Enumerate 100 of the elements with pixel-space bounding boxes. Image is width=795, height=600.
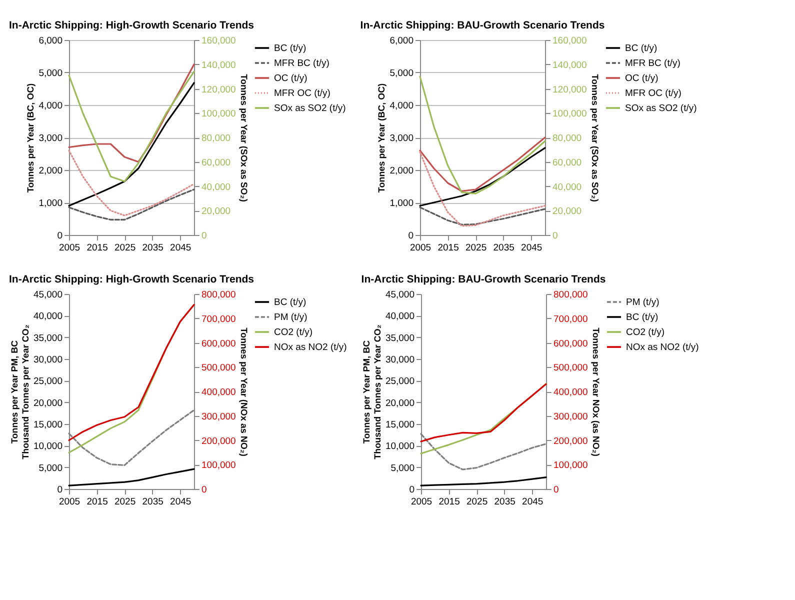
y-axis-title: Tonnes per Year (BC, OC): [26, 83, 36, 193]
y2-tick-label: 500,000: [554, 362, 588, 374]
x-tick-label: 2025: [465, 242, 487, 254]
y2-tick-label: 60,000: [552, 157, 582, 168]
y-tick-label: 3,000: [390, 133, 414, 144]
y2-tick-label: 800,000: [554, 290, 588, 300]
legend-label: NOx as NO2 (t/y): [626, 342, 699, 353]
y-tick-label: 2,000: [38, 166, 62, 176]
y2-tick-label: 100,000: [554, 460, 588, 472]
x-tick-label: 2035: [494, 496, 516, 508]
legend-label: BC (t/y): [274, 43, 306, 54]
y-tick-label: 5,000: [390, 68, 414, 79]
y-tick-label: 1,000: [38, 198, 62, 209]
y2-tick-label: 100,000: [202, 460, 236, 472]
y2-tick-label: 0: [202, 484, 207, 496]
legend-label: OC (t/y): [625, 73, 658, 84]
y2-tick-label: 400,000: [202, 387, 236, 398]
x-tick-label: 2035: [142, 496, 164, 508]
y-tick-label: 0: [409, 484, 414, 496]
line-series: [419, 136, 546, 192]
y-tick-label: 40,000: [33, 311, 62, 322]
y-tick-label: 10,000: [385, 441, 414, 452]
y2-tick-label: 0: [202, 230, 207, 242]
x-tick-label: 2005: [410, 496, 432, 508]
line-series: [419, 206, 546, 226]
line-series: [68, 188, 195, 221]
legend-label: CO2 (t/y): [626, 327, 665, 338]
y2-tick-label: 400,000: [554, 387, 588, 398]
line-series: [68, 64, 195, 163]
y2-axis-title: Tonnes per Year NOx (as NO₂): [590, 328, 601, 456]
y2-tick-label: 160,000: [202, 36, 236, 46]
y-tick-label: 25,000: [385, 376, 414, 388]
x-tick-label: 2005: [58, 242, 80, 254]
line-series: [68, 70, 195, 182]
y2-tick-label: 300,000: [554, 411, 588, 422]
y-tick-label: 15,000: [33, 420, 62, 430]
y-tick-label: 35,000: [385, 332, 414, 344]
y-tick-label: 0: [408, 230, 414, 242]
y2-tick-label: 160,000: [552, 36, 587, 46]
x-tick-label: 2045: [522, 496, 544, 508]
y2-axis-title: Tonnes per Year (SOx as SO₂): [590, 74, 600, 202]
line-series: [419, 151, 546, 227]
legend-label: SOx as SO2 (t/y): [274, 103, 346, 114]
legend-label: NOx as NO2 (t/y): [274, 342, 347, 353]
y2-tick-label: 500,000: [202, 362, 236, 374]
legend-label: CO2 (t/y): [274, 327, 313, 338]
y-axis-title: Tonnes per Year (BC, OC): [376, 83, 387, 193]
chart-title: In-Arctic Shipping: High-Growth Scenario Trends: [8, 274, 254, 286]
y2-axis-title: Tonnes per Year (NOx as NO₂): [238, 328, 249, 456]
x-tick-label: 2005: [410, 242, 432, 254]
y2-tick-label: 100,000: [202, 108, 236, 120]
y2-tick-label: 140,000: [552, 60, 587, 71]
x-tick-label: 2015: [438, 496, 460, 508]
legend-label: MFR BC (t/y): [274, 58, 330, 69]
legend-label: BC (t/y): [626, 312, 658, 323]
chart-title: In-Arctic Shipping: BAU-Growth Scenario Trends: [360, 20, 605, 32]
y-tick-label: 5,000: [38, 68, 62, 79]
y2-tick-label: 100,000: [552, 108, 587, 120]
y2-tick-label: 20,000: [552, 206, 582, 218]
line-series: [419, 76, 546, 194]
legend-label: BC (t/y): [274, 297, 306, 308]
y-tick-label: 30,000: [33, 354, 62, 366]
y-tick-label: 40,000: [385, 311, 414, 322]
line-series: [420, 383, 547, 442]
y-axis-title: Tonnes per Year PM, BC Thousand Tonnes per Year CO₂: [361, 324, 382, 460]
y2-tick-label: 200,000: [202, 436, 236, 447]
legend-label: MFR BC (t/y): [625, 58, 680, 69]
y-tick-label: 6,000: [38, 36, 62, 46]
y-tick-label: 5,000: [390, 462, 414, 474]
y2-tick-label: 200,000: [554, 436, 588, 447]
line-series: [419, 147, 546, 207]
y2-tick-label: 20,000: [202, 206, 231, 218]
y-tick-label: 10,000: [33, 441, 62, 452]
legend-label: MFR OC (t/y): [625, 88, 682, 99]
y-tick-label: 15,000: [385, 420, 414, 430]
y-tick-label: 0: [57, 230, 62, 242]
legend-label: PM (t/y): [626, 297, 660, 308]
chart-title: In-Arctic Shipping: BAU-Growth Scenario Trends: [361, 274, 606, 286]
y2-tick-label: 40,000: [202, 182, 231, 193]
line-series: [68, 468, 195, 486]
y-tick-label: 4,000: [390, 100, 414, 112]
y2-tick-label: 0: [552, 230, 558, 242]
y2-tick-label: 700,000: [202, 314, 236, 325]
legend-label: BC (t/y): [625, 43, 658, 54]
y2-tick-label: 80,000: [552, 133, 582, 144]
y-tick-label: 35,000: [33, 332, 62, 344]
x-tick-label: 2005: [58, 496, 80, 508]
y2-tick-label: 40,000: [552, 182, 582, 193]
legend-label: SOx as SO2 (t/y): [625, 103, 697, 114]
y2-tick-label: 140,000: [202, 60, 236, 71]
x-tick-label: 2045: [521, 242, 542, 254]
y-tick-label: 3,000: [38, 133, 62, 144]
y-tick-label: 2,000: [390, 166, 414, 176]
y-tick-label: 25,000: [33, 376, 62, 388]
x-tick-label: 2015: [438, 242, 459, 254]
line-series: [68, 150, 195, 216]
y-tick-label: 20,000: [385, 398, 414, 409]
x-tick-label: 2025: [114, 496, 136, 508]
y2-tick-label: 80,000: [202, 133, 231, 144]
y2-tick-label: 800,000: [202, 290, 236, 300]
